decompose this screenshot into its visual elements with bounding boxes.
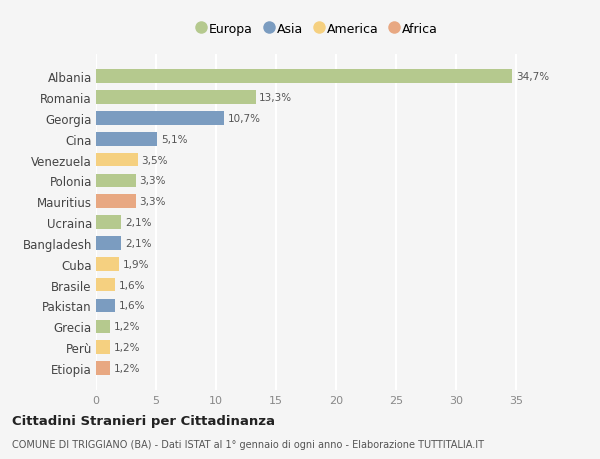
- Bar: [96, 174, 136, 188]
- Text: 13,3%: 13,3%: [259, 93, 292, 103]
- Text: COMUNE DI TRIGGIANO (BA) - Dati ISTAT al 1° gennaio di ogni anno - Elaborazione : COMUNE DI TRIGGIANO (BA) - Dati ISTAT al…: [12, 440, 484, 449]
- Bar: [96, 299, 115, 313]
- Text: 3,5%: 3,5%: [142, 155, 168, 165]
- Bar: [96, 70, 512, 84]
- Bar: [96, 237, 121, 250]
- Bar: [96, 278, 115, 292]
- Text: 5,1%: 5,1%: [161, 134, 187, 145]
- Text: 10,7%: 10,7%: [228, 114, 261, 123]
- Text: 3,3%: 3,3%: [139, 197, 166, 207]
- Bar: [96, 195, 136, 208]
- Bar: [96, 153, 138, 167]
- Text: 2,1%: 2,1%: [125, 238, 151, 248]
- Text: Cittadini Stranieri per Cittadinanza: Cittadini Stranieri per Cittadinanza: [12, 414, 275, 428]
- Bar: [96, 112, 224, 125]
- Legend: Europa, Asia, America, Africa: Europa, Asia, America, Africa: [193, 18, 443, 41]
- Bar: [96, 361, 110, 375]
- Text: 1,2%: 1,2%: [114, 363, 140, 373]
- Text: 1,6%: 1,6%: [119, 301, 145, 311]
- Text: 1,2%: 1,2%: [114, 342, 140, 353]
- Bar: [96, 257, 119, 271]
- Text: 3,3%: 3,3%: [139, 176, 166, 186]
- Text: 34,7%: 34,7%: [516, 72, 549, 82]
- Bar: [96, 216, 121, 230]
- Text: 1,2%: 1,2%: [114, 322, 140, 331]
- Bar: [96, 91, 256, 105]
- Bar: [96, 341, 110, 354]
- Text: 1,6%: 1,6%: [119, 280, 145, 290]
- Bar: [96, 133, 157, 146]
- Text: 2,1%: 2,1%: [125, 218, 151, 228]
- Text: 1,9%: 1,9%: [122, 259, 149, 269]
- Bar: [96, 320, 110, 333]
